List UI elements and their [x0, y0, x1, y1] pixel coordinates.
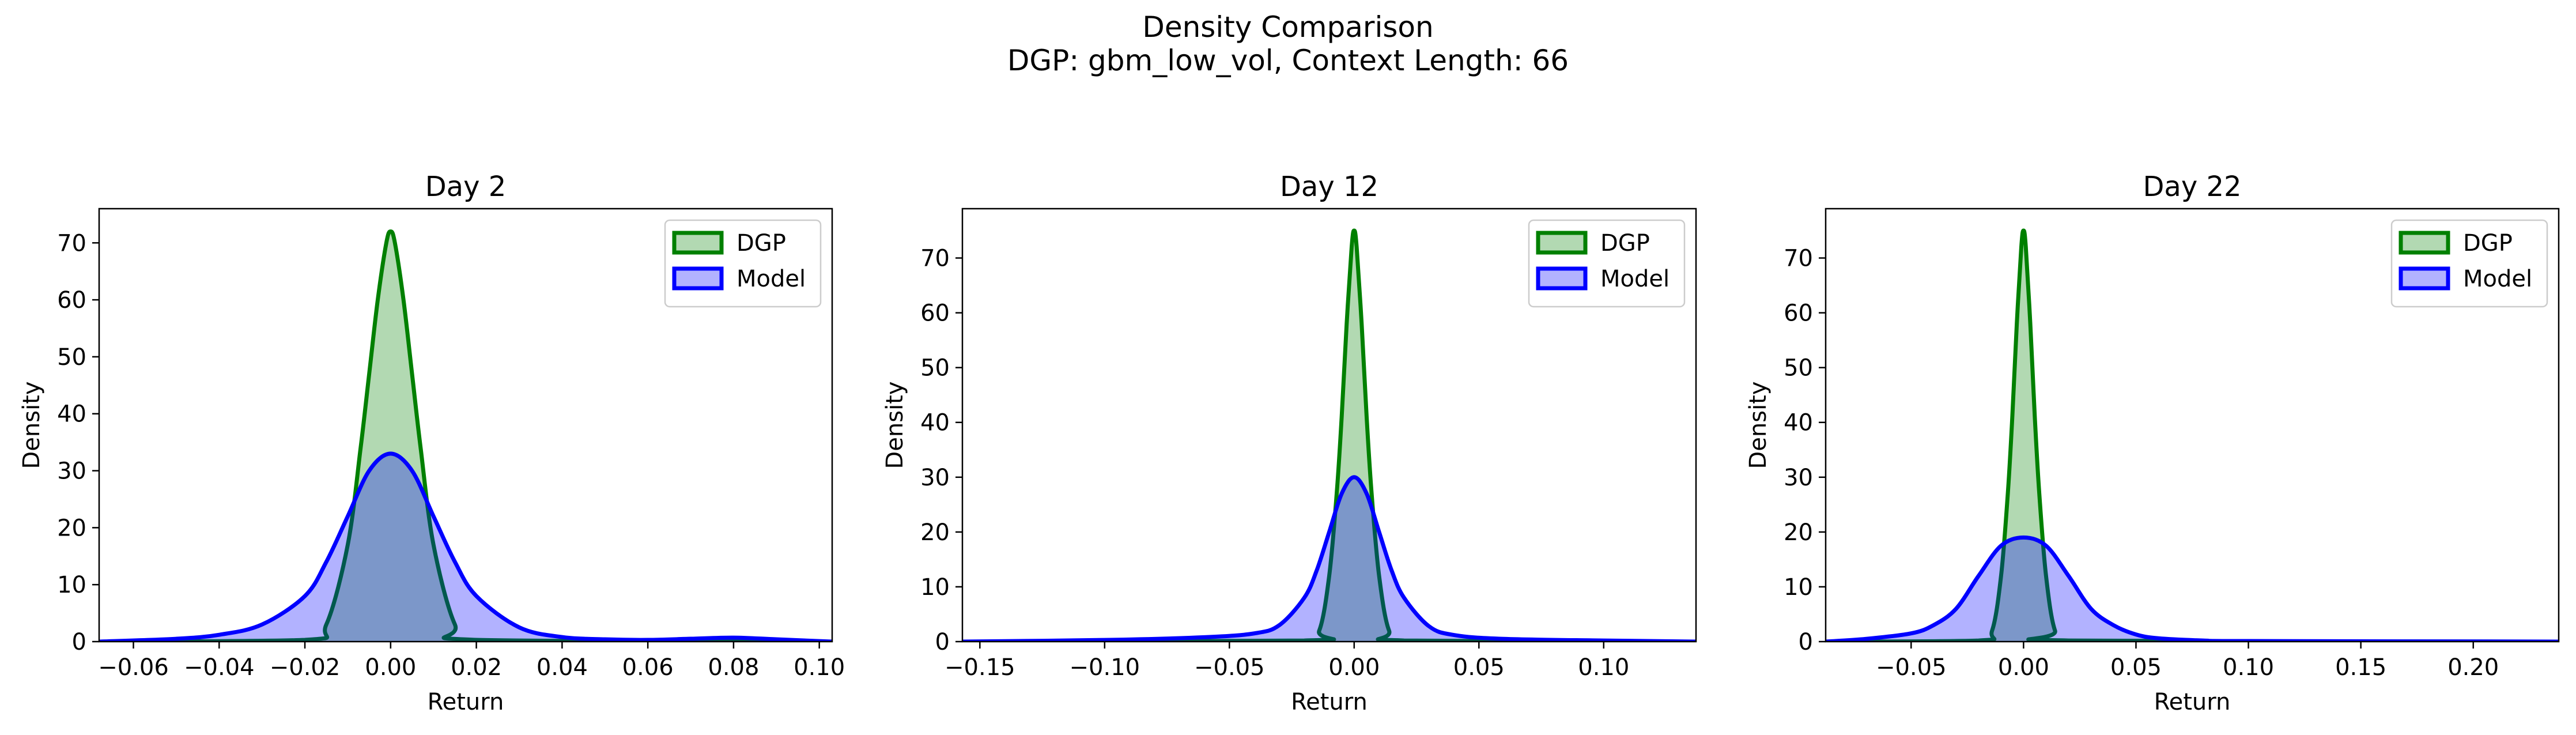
panels-group: Day 2 −0.06 −0.04 −0.02 0.00 0.02 0.04 0.06 0.08… — [18, 171, 2560, 715]
x-axis-label: Return — [2154, 689, 2231, 715]
legend-swatch-dgp — [1536, 231, 1588, 255]
y-tick-label: 70 — [57, 230, 86, 257]
legend-box — [2390, 219, 2548, 308]
dgp-density-line — [962, 228, 1696, 642]
x-tick-label: 0.06 — [622, 654, 674, 681]
x-tick-label: 0.04 — [537, 654, 588, 681]
legend-swatch-model — [1536, 266, 1588, 291]
x-tick-label: −0.15 — [945, 654, 1015, 681]
panel-title: Day 22 — [2143, 171, 2241, 203]
legend-label-dgp: DGP — [736, 230, 786, 257]
legend-label-model: Model — [1600, 266, 1670, 292]
y-tick-label: 0 — [72, 629, 86, 655]
y-axis-label: Density — [882, 381, 908, 469]
y-axis-label: Density — [18, 381, 45, 469]
y-tick-label: 50 — [57, 344, 86, 371]
y-tick-label: 40 — [920, 410, 950, 436]
figure-title-line2: DGP: gbm_low_vol, Context Length: 66 — [1007, 44, 1569, 77]
model-density-area — [962, 477, 1696, 642]
x-tick-label: 0.10 — [794, 654, 845, 681]
x-tick-label: 0.10 — [2223, 654, 2274, 681]
y-tick-label: 20 — [57, 515, 86, 541]
dgp-density-line — [1826, 228, 2559, 642]
x-tick-label: 0.00 — [1328, 654, 1380, 681]
y-tick-label: 40 — [1784, 410, 1813, 436]
x-tick-label: 0.20 — [2447, 654, 2499, 681]
x-tick-label: −0.06 — [98, 654, 169, 681]
model-density-line — [99, 451, 832, 642]
model-density-line — [962, 475, 1696, 642]
dgp-density-line — [99, 229, 832, 642]
y-tick-label: 20 — [1784, 519, 1813, 546]
y-tick-label: 10 — [57, 572, 86, 598]
axes-frame — [1825, 208, 2560, 643]
model-density-area — [99, 453, 832, 642]
x-tick-label: −0.05 — [1876, 654, 1947, 681]
x-tick-label: 0.10 — [1578, 654, 1629, 681]
y-tick-label: 50 — [1784, 355, 1813, 382]
y-tick-label: 50 — [920, 355, 950, 382]
legend-swatch-model — [672, 266, 724, 291]
axes-frame — [98, 208, 833, 643]
x-axis-label: Return — [1291, 689, 1368, 715]
axes-frame — [961, 208, 1697, 643]
legend: DGP Model — [664, 219, 822, 308]
legend: DGP Model — [1528, 219, 1686, 308]
y-tick-label: 0 — [935, 629, 950, 655]
figure-title-line1: Density Comparison — [1142, 10, 1433, 44]
panel-title: Day 2 — [425, 171, 507, 203]
y-tick-label: 70 — [1784, 246, 1813, 272]
x-tick-label: 0.02 — [451, 654, 502, 681]
y-tick-label: 30 — [57, 458, 86, 485]
y-tick-label: 0 — [1799, 629, 1813, 655]
x-axis-label: Return — [428, 689, 504, 715]
x-tick-label: −0.05 — [1194, 654, 1265, 681]
legend-box — [1528, 219, 1686, 308]
x-tick-label: 0.08 — [708, 654, 759, 681]
x-tick-label: 0.05 — [2110, 654, 2162, 681]
panel-title: Day 12 — [1280, 171, 1378, 203]
model-density-line — [1826, 535, 2559, 642]
y-tick-label: 10 — [1784, 574, 1813, 601]
x-tick-label: −0.10 — [1070, 654, 1140, 681]
legend-label-dgp: DGP — [1600, 230, 1650, 257]
x-tick-label: 0.00 — [365, 654, 416, 681]
y-tick-label: 40 — [57, 401, 86, 428]
y-tick-label: 60 — [920, 300, 950, 327]
y-tick-label: 30 — [920, 465, 950, 491]
legend-label-model: Model — [2463, 266, 2532, 292]
x-tick-label: −0.02 — [270, 654, 341, 681]
panel-1: Day 2 −0.06 −0.04 −0.02 0.00 0.02 0.04 0.06 0.08… — [18, 171, 845, 715]
model-density-area — [1826, 537, 2559, 642]
panel-3: Day 22 −0.05 0.00 0.05 0.10 0.15 0.20 0 10 20 30 40… — [1745, 171, 2560, 715]
y-tick-label: 70 — [920, 246, 950, 272]
legend-swatch-dgp — [2399, 231, 2450, 255]
legend-swatch-dgp — [672, 231, 724, 255]
x-tick-label: 0.15 — [2335, 654, 2386, 681]
x-tick-label: 0.05 — [1453, 654, 1505, 681]
x-tick-label: −0.04 — [184, 654, 255, 681]
plot-area — [962, 228, 1696, 642]
y-tick-label: 60 — [57, 287, 86, 314]
y-tick-label: 10 — [920, 574, 950, 601]
y-tick-label: 30 — [1784, 465, 1813, 491]
y-tick-label: 60 — [1784, 300, 1813, 327]
legend-swatch-model — [2399, 266, 2450, 291]
legend-box — [664, 219, 822, 308]
legend-label-dgp: DGP — [2463, 230, 2513, 257]
x-tick-label: 0.00 — [1998, 654, 2049, 681]
plot-area — [99, 229, 832, 642]
panel-2: Day 12 −0.15 −0.10 −0.05 0.00 0.05 0.10 0 10 20 30… — [882, 171, 1697, 715]
legend-label-model: Model — [736, 266, 806, 292]
y-axis-label: Density — [1745, 381, 1772, 469]
legend: DGP Model — [2390, 219, 2548, 308]
y-tick-label: 20 — [920, 519, 950, 546]
